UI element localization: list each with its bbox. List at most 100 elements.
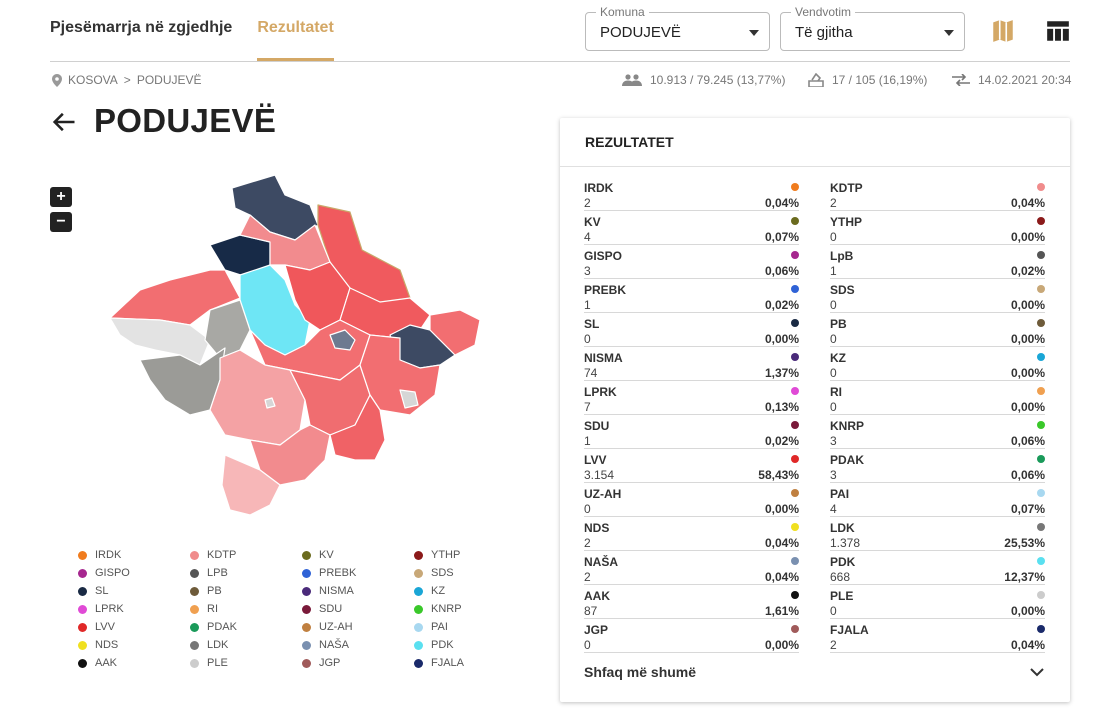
- result-row: KNRP 3 0,06%: [830, 419, 1045, 449]
- vendvotim-select[interactable]: Vendvotim Të gjitha: [780, 5, 965, 51]
- party-color-dot: [1037, 455, 1045, 463]
- breadcrumb-root[interactable]: KOSOVA: [68, 73, 118, 87]
- legend-label: NISMA: [319, 585, 354, 597]
- party-name: SDU: [584, 419, 610, 433]
- party-votes: 0: [830, 604, 837, 618]
- legend-item: GISPO: [78, 566, 190, 580]
- legend-color-dot: [414, 568, 423, 578]
- party-color-dot: [1037, 625, 1045, 633]
- party-name: AAK: [584, 589, 610, 603]
- show-more-button[interactable]: Shfaq më shumë: [584, 664, 697, 680]
- zoom-in-button[interactable]: +: [50, 187, 72, 207]
- result-row: IRDK 2 0,04%: [584, 181, 799, 211]
- legend-label: AAK: [95, 657, 118, 669]
- result-row: PB 0 0,00%: [830, 317, 1045, 347]
- legend-item: SDS: [414, 566, 498, 580]
- legend-label: GISPO: [95, 567, 130, 579]
- party-name: SL: [584, 317, 600, 331]
- party-percent: 0,02%: [764, 434, 799, 448]
- tab-results[interactable]: Rezultatet: [257, 0, 334, 61]
- party-votes: 3.154: [584, 468, 615, 482]
- results-list: IRDK 2 0,04% KDTP 2 0,04% KV 4 0,07% YTHP 0 0,00% GI…: [584, 181, 1045, 653]
- party-color-dot: [1037, 557, 1045, 565]
- legend-label: SL: [95, 585, 109, 597]
- party-votes: 0: [584, 502, 591, 516]
- legend-item: PDAK: [190, 620, 302, 634]
- zoom-out-button[interactable]: −: [50, 212, 72, 232]
- legend-label: LVV: [95, 621, 115, 633]
- caret-down-icon: [944, 30, 954, 36]
- party-color-dot: [791, 421, 799, 429]
- legend-label: KNRP: [431, 603, 462, 615]
- vendvotim-select-label: Vendvotim: [791, 5, 856, 19]
- table-icon[interactable]: [1045, 18, 1071, 44]
- party-percent: 58,43%: [758, 468, 799, 482]
- party-percent: 0,04%: [1010, 196, 1045, 210]
- people-icon: [622, 74, 642, 86]
- legend-label: LPRK: [95, 603, 124, 615]
- komuna-select[interactable]: Komuna PODUJEVË: [585, 5, 770, 51]
- party-name: PLE: [830, 589, 854, 603]
- legend-color-dot: [190, 604, 199, 614]
- legend-label: FJALA: [431, 657, 465, 669]
- legend-color-dot: [302, 550, 311, 560]
- party-name: KZ: [830, 351, 846, 365]
- legend-item: KDTP: [190, 548, 302, 562]
- party-color-dot: [791, 625, 799, 633]
- party-percent: 0,04%: [764, 536, 799, 550]
- legend-label: LPB: [207, 567, 228, 579]
- legend-color-dot: [190, 586, 199, 596]
- party-votes: 1: [830, 264, 837, 278]
- party-votes: 1: [584, 434, 591, 448]
- caret-down-icon: [749, 30, 759, 36]
- party-color-dot: [791, 285, 799, 293]
- party-percent: 0,07%: [1010, 502, 1045, 516]
- legend-item: KZ: [414, 584, 498, 598]
- legend-color-dot: [302, 604, 311, 614]
- turnout-stat: 10.913 / 79.245 (13,77%): [622, 73, 785, 87]
- party-percent: 1,37%: [764, 366, 799, 380]
- breadcrumb: KOSOVA > PODUJEVË: [52, 73, 202, 87]
- legend-item: SL: [78, 584, 190, 598]
- party-percent: 1,61%: [764, 604, 799, 618]
- result-row: PLE 0 0,00%: [830, 589, 1045, 619]
- party-votes: 2: [830, 196, 837, 210]
- party-color-dot: [1037, 183, 1045, 191]
- party-percent: 0,06%: [764, 264, 799, 278]
- map-icon[interactable]: [990, 18, 1016, 44]
- results-divider: [560, 166, 1070, 167]
- legend-label: PAI: [431, 621, 448, 633]
- legend-item: FJALA: [414, 656, 498, 670]
- result-row: FJALA 2 0,04%: [830, 623, 1045, 653]
- party-votes: 87: [584, 604, 598, 618]
- party-name: NDS: [584, 521, 610, 535]
- legend-color-dot: [302, 586, 311, 596]
- legend-item: LPB: [190, 566, 302, 580]
- party-name: LVV: [584, 453, 607, 467]
- chevron-down-icon[interactable]: [1030, 667, 1044, 677]
- party-percent: 0,07%: [764, 230, 799, 244]
- arrow-back-icon[interactable]: [50, 108, 78, 136]
- party-percent: 12,37%: [1004, 570, 1045, 584]
- results-card: REZULTATET IRDK 2 0,04% KDTP 2 0,04% KV 4 0,07% Y…: [560, 118, 1070, 702]
- party-color-dot: [1037, 251, 1045, 259]
- party-percent: 0,02%: [764, 298, 799, 312]
- sync-arrows-icon: [952, 74, 970, 86]
- ballot-box-icon: [808, 73, 824, 87]
- legend-color-dot: [78, 568, 87, 578]
- party-color-dot: [791, 557, 799, 565]
- result-row: PDK 668 12,37%: [830, 555, 1045, 585]
- result-row: YTHP 0 0,00%: [830, 215, 1045, 245]
- legend-item: LVV: [78, 620, 190, 634]
- party-color-dot: [791, 591, 799, 599]
- party-name: PDAK: [830, 453, 865, 467]
- legend-label: KV: [319, 549, 334, 561]
- top-tabs: Pjesëmarrja në zgjedhje Rezultatet: [50, 0, 359, 61]
- result-row: PREBK 1 0,02%: [584, 283, 799, 313]
- party-name: KV: [584, 215, 601, 229]
- kosovo-map[interactable]: [100, 170, 490, 530]
- legend-color-dot: [190, 622, 199, 632]
- tab-turnout[interactable]: Pjesëmarrja në zgjedhje: [50, 19, 233, 36]
- party-name: PREBK: [584, 283, 627, 297]
- legend-color-dot: [414, 622, 423, 632]
